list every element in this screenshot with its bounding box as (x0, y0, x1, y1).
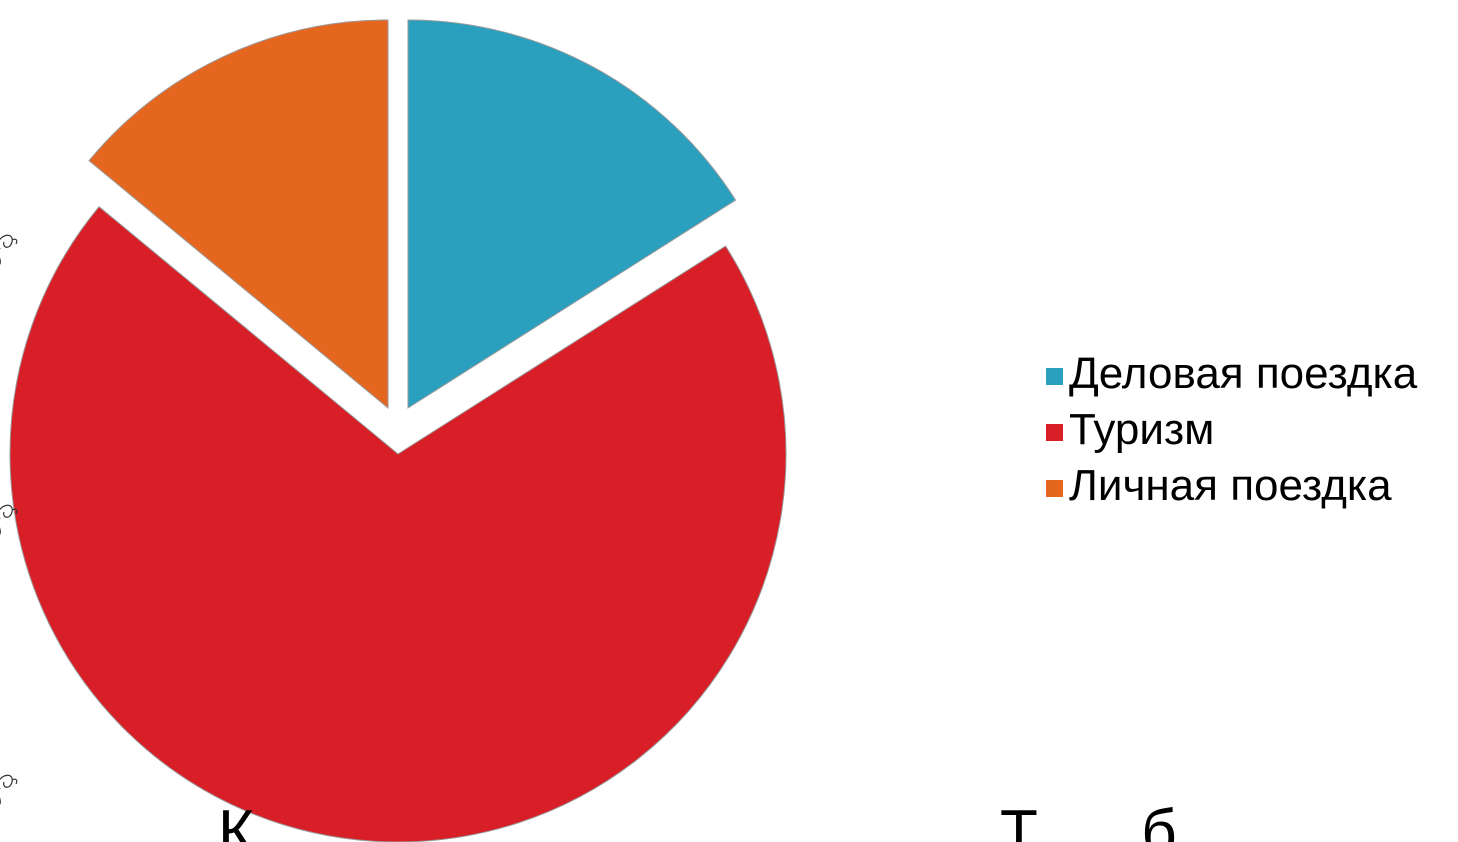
chart-legend: Деловая поездка Туризм Личная поездка (1046, 346, 1417, 514)
pie-slice-business (407, 19, 737, 409)
curl-doodle-icon (0, 234, 18, 265)
cropped-caption: К Т б (0, 798, 1458, 842)
caption-fragment-left: К (218, 798, 255, 842)
curl-doodle-icon (0, 774, 18, 805)
legend-item-personal: Личная поездка (1046, 458, 1417, 514)
legend-swatch (1046, 479, 1063, 497)
pie-slice-tourism (9, 205, 787, 842)
pie-slice-personal (88, 19, 389, 410)
legend-label: Деловая поездка (1069, 349, 1418, 398)
legend-item-business: Деловая поездка (1046, 346, 1417, 402)
legend-label: Личная поездка (1069, 461, 1392, 510)
caption-fragment-right: Т б (1000, 798, 1177, 842)
legend-swatch (1046, 423, 1063, 441)
legend-swatch (1046, 367, 1063, 385)
legend-item-tourism: Туризм (1046, 402, 1417, 458)
legend-label: Туризм (1069, 405, 1215, 454)
curl-doodle-icon (0, 504, 18, 535)
